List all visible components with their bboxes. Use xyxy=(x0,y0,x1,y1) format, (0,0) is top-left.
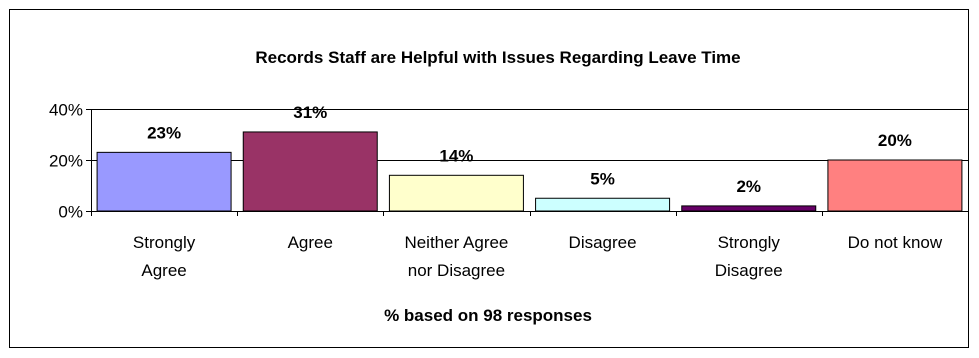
bar xyxy=(242,131,378,212)
bar xyxy=(827,159,963,212)
data-label: 20% xyxy=(878,131,912,150)
chart-frame: Records Staff are Helpful with Issues Re… xyxy=(9,9,969,348)
category-labels: Strongly Agree Agree Neither Agree nor Disag… xyxy=(133,233,943,280)
category-label: Disagree xyxy=(569,233,637,252)
y-tick-label: 40% xyxy=(49,101,83,120)
chart-title: Records Staff are Helpful with Issues Re… xyxy=(255,48,740,67)
axes: 0% 20% 40% xyxy=(49,101,968,222)
bar xyxy=(96,151,232,212)
category-label: nor Disagree xyxy=(408,261,505,280)
category-label: Disagree xyxy=(715,261,783,280)
y-tick-label: 0% xyxy=(58,203,83,222)
bar xyxy=(681,205,817,212)
category-label: Agree xyxy=(288,233,333,252)
data-labels: 23% 31% 14% 5% 2% 20% xyxy=(147,103,912,196)
y-tick-label: 20% xyxy=(49,152,83,171)
gridlines xyxy=(91,109,968,161)
bars xyxy=(96,131,963,212)
category-label: Do not know xyxy=(848,233,943,252)
category-label: Agree xyxy=(141,261,186,280)
data-label: 23% xyxy=(147,123,181,142)
data-label: 31% xyxy=(293,103,327,122)
category-label: Strongly xyxy=(133,233,196,252)
data-label: 14% xyxy=(439,146,473,165)
data-label: 2% xyxy=(736,177,761,196)
bar xyxy=(535,197,671,212)
bar-chart: Records Staff are Helpful with Issues Re… xyxy=(49,48,968,325)
data-label: 5% xyxy=(590,169,615,188)
category-label: Neither Agree xyxy=(404,233,508,252)
category-label: Strongly xyxy=(718,233,781,252)
x-axis-title: % based on 98 responses xyxy=(384,306,592,325)
bar xyxy=(388,174,524,212)
